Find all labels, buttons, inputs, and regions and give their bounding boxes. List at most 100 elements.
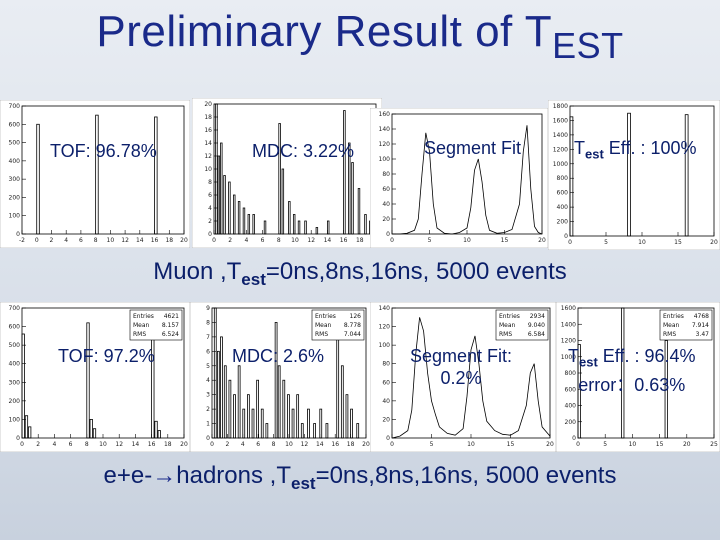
x-tick-label: 8 (272, 441, 276, 448)
x-tick-label: 2 (50, 237, 54, 244)
histogram-bin (356, 423, 360, 439)
muon-eff-t: T (574, 138, 585, 158)
y-tick-label: 1400 (553, 132, 568, 139)
x-tick-label: 5 (428, 237, 432, 244)
y-tick-label: 4 (208, 205, 212, 212)
histogram-bin (213, 307, 217, 439)
x-tick-label: 16 (148, 441, 156, 448)
histogram-bin (277, 365, 281, 439)
x-tick-label: 5 (430, 441, 434, 448)
y-tick-label: 0 (572, 435, 576, 442)
y-tick-label: 16 (204, 127, 212, 134)
y-tick-label: 700 (9, 305, 21, 312)
x-tick-label: 0 (390, 237, 394, 244)
x-tick-label: 20 (683, 441, 691, 448)
histogram-bin (664, 340, 668, 439)
stats-value: 7.044 (344, 331, 361, 338)
y-tick-label: 200 (9, 398, 21, 405)
histogram-bin (247, 214, 251, 235)
y-tick-label: 60 (382, 186, 390, 193)
y-tick-label: 120 (379, 324, 391, 331)
y-tick-label: 120 (379, 141, 391, 148)
x-tick-label: 20 (362, 441, 370, 448)
histogram-bin (157, 430, 161, 439)
histogram-line (392, 125, 543, 235)
y-tick-label: 5 (206, 363, 210, 370)
histogram-bin (569, 116, 574, 237)
hadron-mdc-label: MDC: 2.6% (232, 346, 325, 366)
y-tick-label: 20 (382, 416, 390, 423)
histogram-bin (28, 426, 32, 439)
y-tick-label: 40 (382, 201, 390, 208)
histogram-bin (89, 419, 93, 439)
histogram-bin (92, 428, 97, 439)
x-tick-label: 20 (538, 237, 546, 244)
histogram-bin (21, 333, 25, 439)
histogram-bin (357, 188, 361, 235)
x-tick-label: 16 (151, 237, 159, 244)
y-tick-label: 0 (386, 231, 390, 238)
y-tick-label: 1600 (553, 117, 568, 124)
histogram-bin (364, 214, 367, 235)
x-tick-label: 15 (656, 441, 664, 448)
stats-box (659, 309, 713, 341)
x-tick-label: 14 (324, 237, 332, 244)
histogram-bin (223, 365, 227, 439)
hadron-caption-sub: est (290, 473, 316, 493)
histogram-bin (237, 365, 241, 439)
stats-value: 2934 (530, 313, 545, 320)
histogram-bin (237, 201, 241, 235)
histogram-bin (228, 379, 232, 439)
y-tick-label: 1000 (561, 354, 576, 361)
y-tick-label: 2 (208, 218, 212, 225)
x-tick-label: 0 (568, 239, 572, 246)
histogram-bin (217, 155, 221, 235)
x-tick-label: 20 (180, 441, 188, 448)
x-tick-label: 6 (261, 237, 265, 244)
stats-box (495, 309, 549, 341)
y-tick-label: 1800 (553, 103, 568, 110)
x-tick-label: 10 (285, 441, 293, 448)
stats-value: 9.040 (528, 322, 545, 329)
muon-caption-post: =0ns,8ns,16ns, 5000 events (265, 258, 567, 285)
title-main: Preliminary Result of T (96, 7, 553, 56)
panel-background (0, 100, 190, 248)
stats-key: Entries (499, 313, 520, 320)
stats-value: 4768 (694, 313, 709, 320)
hadron-eff-t: T (568, 346, 579, 366)
x-tick-label: 6 (69, 441, 73, 448)
x-tick-label: 0 (390, 441, 394, 448)
y-tick-label: 4 (206, 377, 210, 384)
y-tick-label: 1200 (553, 146, 568, 153)
histogram-bin (233, 394, 236, 439)
hadron-tof-histogram: 0 100 200 300 400 500 600 700 0 2 4 6 8 10 12 14 16 18 20 E… (0, 302, 190, 452)
y-tick-label: 8 (206, 319, 210, 326)
y-tick-label: 0 (208, 231, 212, 238)
x-tick-label: 12 (301, 441, 309, 448)
y-tick-label: 0 (16, 435, 20, 442)
y-tick-label: 7 (206, 334, 210, 341)
muon-tof-label: TOF: 96.78% (50, 141, 157, 161)
histogram-bin (228, 181, 231, 235)
x-tick-label: 12 (115, 441, 123, 448)
hadron-test-eff-histogram: 0 200 400 600 800 1000 1200 1400 1600 0 5 10 15 20 25 E… (556, 302, 720, 452)
y-tick-label: 100 (9, 213, 21, 220)
histogram-bin (260, 408, 264, 439)
histogram-bin (684, 114, 689, 237)
page-title: Preliminary Result of TEST (0, 6, 720, 72)
histogram-bin (307, 408, 310, 439)
x-tick-label: 8 (277, 237, 281, 244)
histogram-bin (577, 344, 581, 439)
y-tick-label: 1400 (561, 321, 576, 328)
y-tick-label: 100 (379, 156, 391, 163)
hadron-caption-post: =0ns,8ns,16ns, 5000 events (315, 462, 617, 489)
y-tick-label: 1 (206, 421, 210, 428)
x-tick-label: 10 (291, 237, 299, 244)
y-tick-label: 14 (204, 140, 212, 147)
histogram-bin (304, 220, 307, 235)
histogram-bin (350, 408, 353, 439)
x-tick-label: 14 (316, 441, 324, 448)
histogram-bin (315, 227, 319, 235)
stats-value: 7.914 (692, 322, 709, 329)
hadron-caption: e+e-→hadrons ,Test=0ns,8ns,16ns, 5000 ev… (0, 462, 720, 494)
